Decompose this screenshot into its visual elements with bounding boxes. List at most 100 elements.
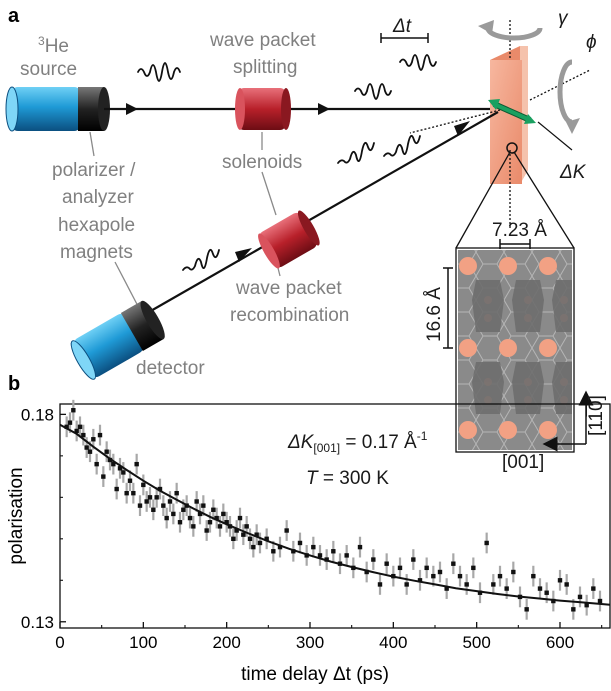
direction-axes xyxy=(542,390,594,452)
data-point xyxy=(544,590,549,595)
lattice-b-label: 16.6 Å xyxy=(424,287,445,342)
wave-packet-2 xyxy=(354,83,392,100)
source-cylinder xyxy=(5,86,110,132)
data-point xyxy=(244,524,249,529)
data-point xyxy=(417,578,423,583)
data-point xyxy=(187,515,193,521)
data-point xyxy=(477,590,483,595)
data-point xyxy=(117,466,123,471)
data-point xyxy=(291,549,296,554)
wave-packet-6 xyxy=(182,248,220,271)
zoom-origin xyxy=(506,142,518,154)
surface-inset xyxy=(455,247,575,453)
panel-a-label: a xyxy=(8,5,20,27)
data-point xyxy=(164,515,169,521)
data-point xyxy=(591,586,596,591)
data-point xyxy=(377,582,383,587)
data-point xyxy=(214,515,219,521)
sample-crystal xyxy=(490,46,528,184)
direction-vertical-label: [11̅0] xyxy=(586,395,607,436)
data-point xyxy=(217,524,223,529)
data-point xyxy=(91,437,96,442)
data-point xyxy=(181,507,186,512)
y-tick-label: 0.18 xyxy=(21,405,54,424)
data-point xyxy=(224,520,229,525)
source-label-line2: source xyxy=(20,59,77,80)
zoom-line-left xyxy=(455,151,511,249)
solenoids-label: solenoids xyxy=(222,152,302,173)
data-point xyxy=(74,428,79,434)
data-point xyxy=(194,499,199,504)
data-point xyxy=(331,549,336,554)
data-point xyxy=(504,586,509,591)
data-point xyxy=(241,532,246,537)
data-point xyxy=(371,557,376,562)
temperature-annotation: T = 300 K xyxy=(306,468,389,489)
data-point xyxy=(564,582,569,587)
beam-arrow-3 xyxy=(454,121,470,136)
data-point xyxy=(161,503,166,508)
data-point xyxy=(191,524,196,529)
data-point xyxy=(177,520,183,525)
data-point xyxy=(317,553,323,558)
data-point xyxy=(424,565,429,571)
data-point xyxy=(111,461,116,467)
data-point xyxy=(397,565,403,571)
data-point xyxy=(67,420,73,425)
fit-line xyxy=(59,423,611,606)
y-axis-title: polarisation xyxy=(6,467,27,564)
beam-arrow-4 xyxy=(235,248,252,262)
data-point xyxy=(497,573,503,579)
beam-arrow-2 xyxy=(318,103,330,115)
solenoid-pointer-bottom xyxy=(261,171,277,216)
plot-frame xyxy=(59,403,611,629)
recomb-label-2: recombination xyxy=(230,305,349,326)
direction-horizontal-label: [001] xyxy=(502,452,544,473)
data-point xyxy=(471,565,476,571)
delta-k-pointer xyxy=(537,121,573,151)
data-point xyxy=(124,490,129,496)
data-point xyxy=(234,528,239,533)
recomb-label-1: wave packet xyxy=(235,278,342,299)
polarisation-plot: 0 100 200 300 400 500 600 0.13 0.18 xyxy=(21,399,611,652)
wave-packet-3 xyxy=(399,54,437,71)
data-point xyxy=(464,582,469,587)
data-point xyxy=(584,602,589,608)
data-point xyxy=(431,573,436,579)
data-point xyxy=(571,607,576,612)
data-point xyxy=(537,586,543,591)
x-tick-label: 600 xyxy=(546,633,574,652)
data-point xyxy=(277,544,283,550)
data-point xyxy=(171,511,176,517)
data-point xyxy=(144,499,149,504)
data-point xyxy=(551,598,556,604)
data-point xyxy=(511,569,516,575)
data-point xyxy=(154,495,159,500)
beam-arrow-1 xyxy=(126,103,138,115)
data-point xyxy=(121,470,126,475)
lattice-a-label: 7.23 Å xyxy=(492,220,547,241)
data-point xyxy=(344,553,349,558)
data-point xyxy=(174,490,179,496)
solenoid-2 xyxy=(258,210,320,269)
gamma-label: γ xyxy=(558,8,569,29)
phi-label: ϕ xyxy=(586,32,597,53)
polarizer-label-3: hexapole xyxy=(58,215,135,236)
wave-packet-1 xyxy=(137,62,181,82)
polarizer-label-1: polarizer / xyxy=(52,160,136,181)
detector-label: detector xyxy=(136,358,205,379)
x-tick-label: 200 xyxy=(212,633,240,652)
data-point xyxy=(577,594,583,600)
data-point xyxy=(524,607,529,612)
data-point xyxy=(404,582,409,587)
x-tick-label: 300 xyxy=(296,633,324,652)
data-point xyxy=(87,449,93,454)
data-point xyxy=(71,408,76,413)
data-point xyxy=(114,486,119,492)
polarizer-label-4: magnets xyxy=(60,242,133,263)
data-point xyxy=(147,495,153,500)
delta-t-label: Δt xyxy=(392,16,412,37)
data-point xyxy=(531,573,536,579)
data-point xyxy=(304,553,309,558)
x-tick-label: 400 xyxy=(379,633,407,652)
